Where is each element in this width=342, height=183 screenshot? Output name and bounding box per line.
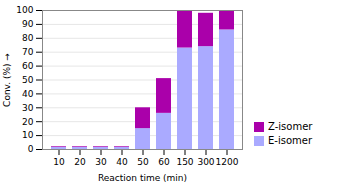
svg-text:40: 40 [116,157,128,167]
svg-text:90: 90 [22,19,34,29]
svg-text:0: 0 [28,144,34,154]
svg-text:Conv. (%) →: Conv. (%) → [2,53,12,107]
svg-text:Reaction time (min): Reaction time (min) [98,173,187,183]
svg-text:10: 10 [22,130,34,140]
svg-text:50: 50 [137,157,149,167]
svg-text:20: 20 [74,157,86,167]
svg-text:80: 80 [22,33,34,43]
svg-text:60: 60 [158,157,170,167]
svg-text:300: 300 [197,157,214,167]
svg-text:50: 50 [22,75,34,85]
svg-text:100: 100 [16,5,33,15]
svg-text:30: 30 [22,103,34,113]
svg-text:1200: 1200 [216,157,239,167]
svg-text:30: 30 [95,157,107,167]
svg-text:20: 20 [22,117,34,127]
html-text:E-isomer: E-isomer [268,135,312,146]
svg-text:40: 40 [22,89,34,99]
svg-text:150: 150 [176,157,193,167]
svg-text:70: 70 [22,47,34,57]
svg-text:10: 10 [53,157,65,167]
html-text:Z-isomer: Z-isomer [268,121,313,132]
svg-text:60: 60 [22,61,34,71]
